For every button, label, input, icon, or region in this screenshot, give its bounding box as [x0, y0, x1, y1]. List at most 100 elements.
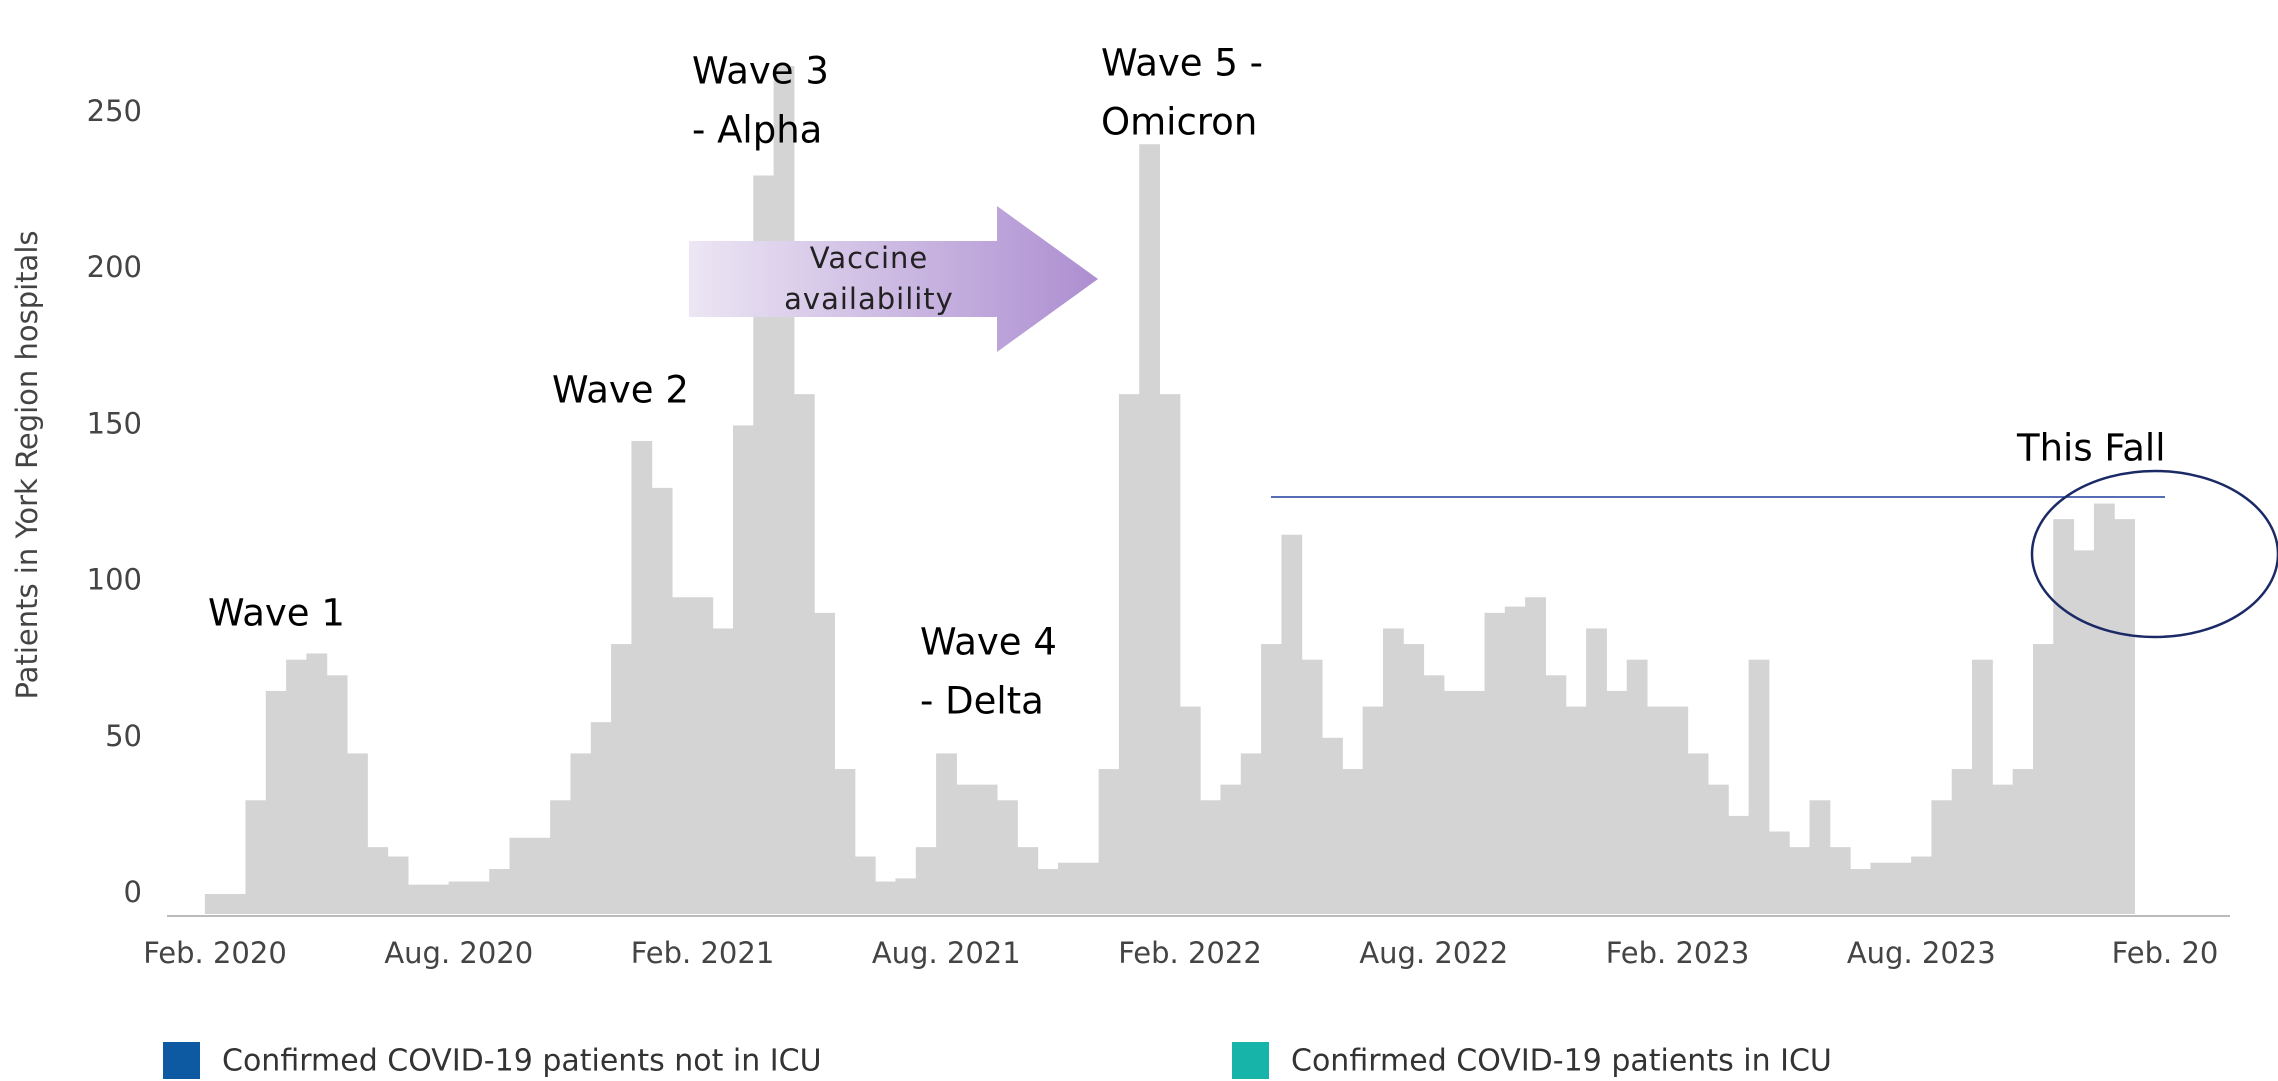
bar: [875, 881, 896, 914]
x-tick-label: Feb. 2023: [1606, 936, 1750, 970]
bar: [753, 175, 775, 915]
bar: [1159, 394, 1181, 914]
bar: [732, 425, 754, 914]
bar: [1728, 815, 1750, 914]
bar: [1606, 690, 1628, 914]
bar: [2073, 550, 2095, 914]
bar: [1890, 862, 1912, 914]
bar: [895, 878, 917, 914]
bar: [2053, 519, 2075, 914]
bar: [468, 881, 490, 914]
bar: [976, 784, 998, 914]
x-tick-label: Feb. 2021: [631, 936, 775, 970]
bar: [651, 487, 673, 914]
legend-swatch: [163, 1042, 200, 1079]
bar: [1179, 706, 1201, 914]
bar: [1850, 869, 1871, 914]
bar: [1504, 606, 1526, 914]
bar: [590, 722, 612, 914]
annotation: Wave 4: [920, 621, 1057, 664]
bar: [1647, 706, 1668, 914]
y-tick-label: 200: [87, 250, 142, 284]
bar: [1261, 644, 1282, 914]
bar: [997, 800, 1018, 914]
bar: [712, 628, 734, 914]
bar: [2032, 644, 2054, 914]
bar: [326, 675, 348, 914]
bar: [286, 659, 307, 914]
bar: [1768, 831, 1790, 914]
bar: [1220, 784, 1242, 914]
bar: [1951, 769, 1973, 914]
bar: [1464, 690, 1486, 914]
bar: [489, 869, 511, 914]
bar: [306, 653, 328, 914]
bar: [2012, 769, 2034, 914]
bar: [428, 884, 450, 914]
annotation: Wave 5 -: [1101, 42, 1263, 85]
bar: [793, 394, 815, 914]
bar: [1017, 847, 1039, 914]
x-tick-label: Aug. 2021: [872, 936, 1021, 970]
y-tick-label: 150: [87, 406, 142, 440]
legend-swatch: [1232, 1042, 1269, 1079]
legend-label: Confirmed COVID-19 patients in ICU: [1291, 1044, 1832, 1079]
x-tick-label: Aug. 2023: [1847, 936, 1996, 970]
y-axis-title: Patients in York Region hospitals: [10, 231, 44, 700]
arrow-label: availability: [784, 282, 954, 316]
bar: [1525, 597, 1546, 914]
bar: [672, 597, 693, 914]
bar: [773, 66, 795, 914]
bar: [1301, 659, 1323, 914]
annotation: Wave 1: [208, 592, 345, 635]
bar: [1911, 856, 1932, 914]
x-tick-label: Aug. 2020: [384, 936, 533, 970]
annotations: Wave 1 Wave 2 Wave 3 - Alpha Wave 4 - Delta Wa…: [163, 42, 2166, 1079]
bar: [1667, 706, 1689, 914]
highlight-ellipse: [2030, 469, 2278, 639]
bar: [1687, 753, 1709, 914]
bar: [1626, 659, 1648, 914]
annotation: Wave 3: [692, 50, 829, 93]
bar: [347, 753, 368, 914]
bar: [1281, 534, 1303, 914]
bar: [1057, 862, 1079, 914]
bar: [570, 753, 592, 914]
bar: [1992, 784, 2014, 914]
bar: [1342, 769, 1364, 914]
bar: [529, 837, 551, 914]
bar: [1423, 675, 1445, 914]
bar: [956, 784, 978, 914]
bar: [1748, 659, 1770, 914]
bar: [1078, 862, 1100, 914]
bar: [1809, 800, 1831, 914]
x-tick-label: Feb. 20: [2112, 936, 2219, 970]
bar: [1098, 769, 1120, 914]
vaccine-arrow: [689, 206, 1098, 352]
bar: [265, 690, 287, 914]
bar: [550, 800, 571, 914]
bar: [204, 894, 226, 914]
y-tick-label: 100: [87, 563, 142, 597]
bar: [1789, 847, 1811, 914]
bar: [1443, 690, 1465, 914]
annotation: - Alpha: [692, 109, 822, 152]
bar: [631, 441, 653, 914]
bar: [245, 800, 267, 914]
bar: [611, 644, 632, 914]
annotation: Wave 2: [552, 369, 689, 412]
bar: [1972, 659, 1993, 914]
bar: [1037, 869, 1059, 914]
bar: [1362, 706, 1384, 914]
bar: [1484, 612, 1506, 914]
bar: [2093, 503, 2115, 914]
bar: [692, 597, 714, 914]
bar: [448, 881, 470, 914]
bar: [1200, 800, 1221, 914]
bar: [814, 612, 836, 914]
bar: [854, 856, 876, 914]
bar: [1931, 800, 1953, 914]
y-tick-label: 50: [105, 719, 142, 753]
annotation: This Fall: [2016, 427, 2166, 470]
